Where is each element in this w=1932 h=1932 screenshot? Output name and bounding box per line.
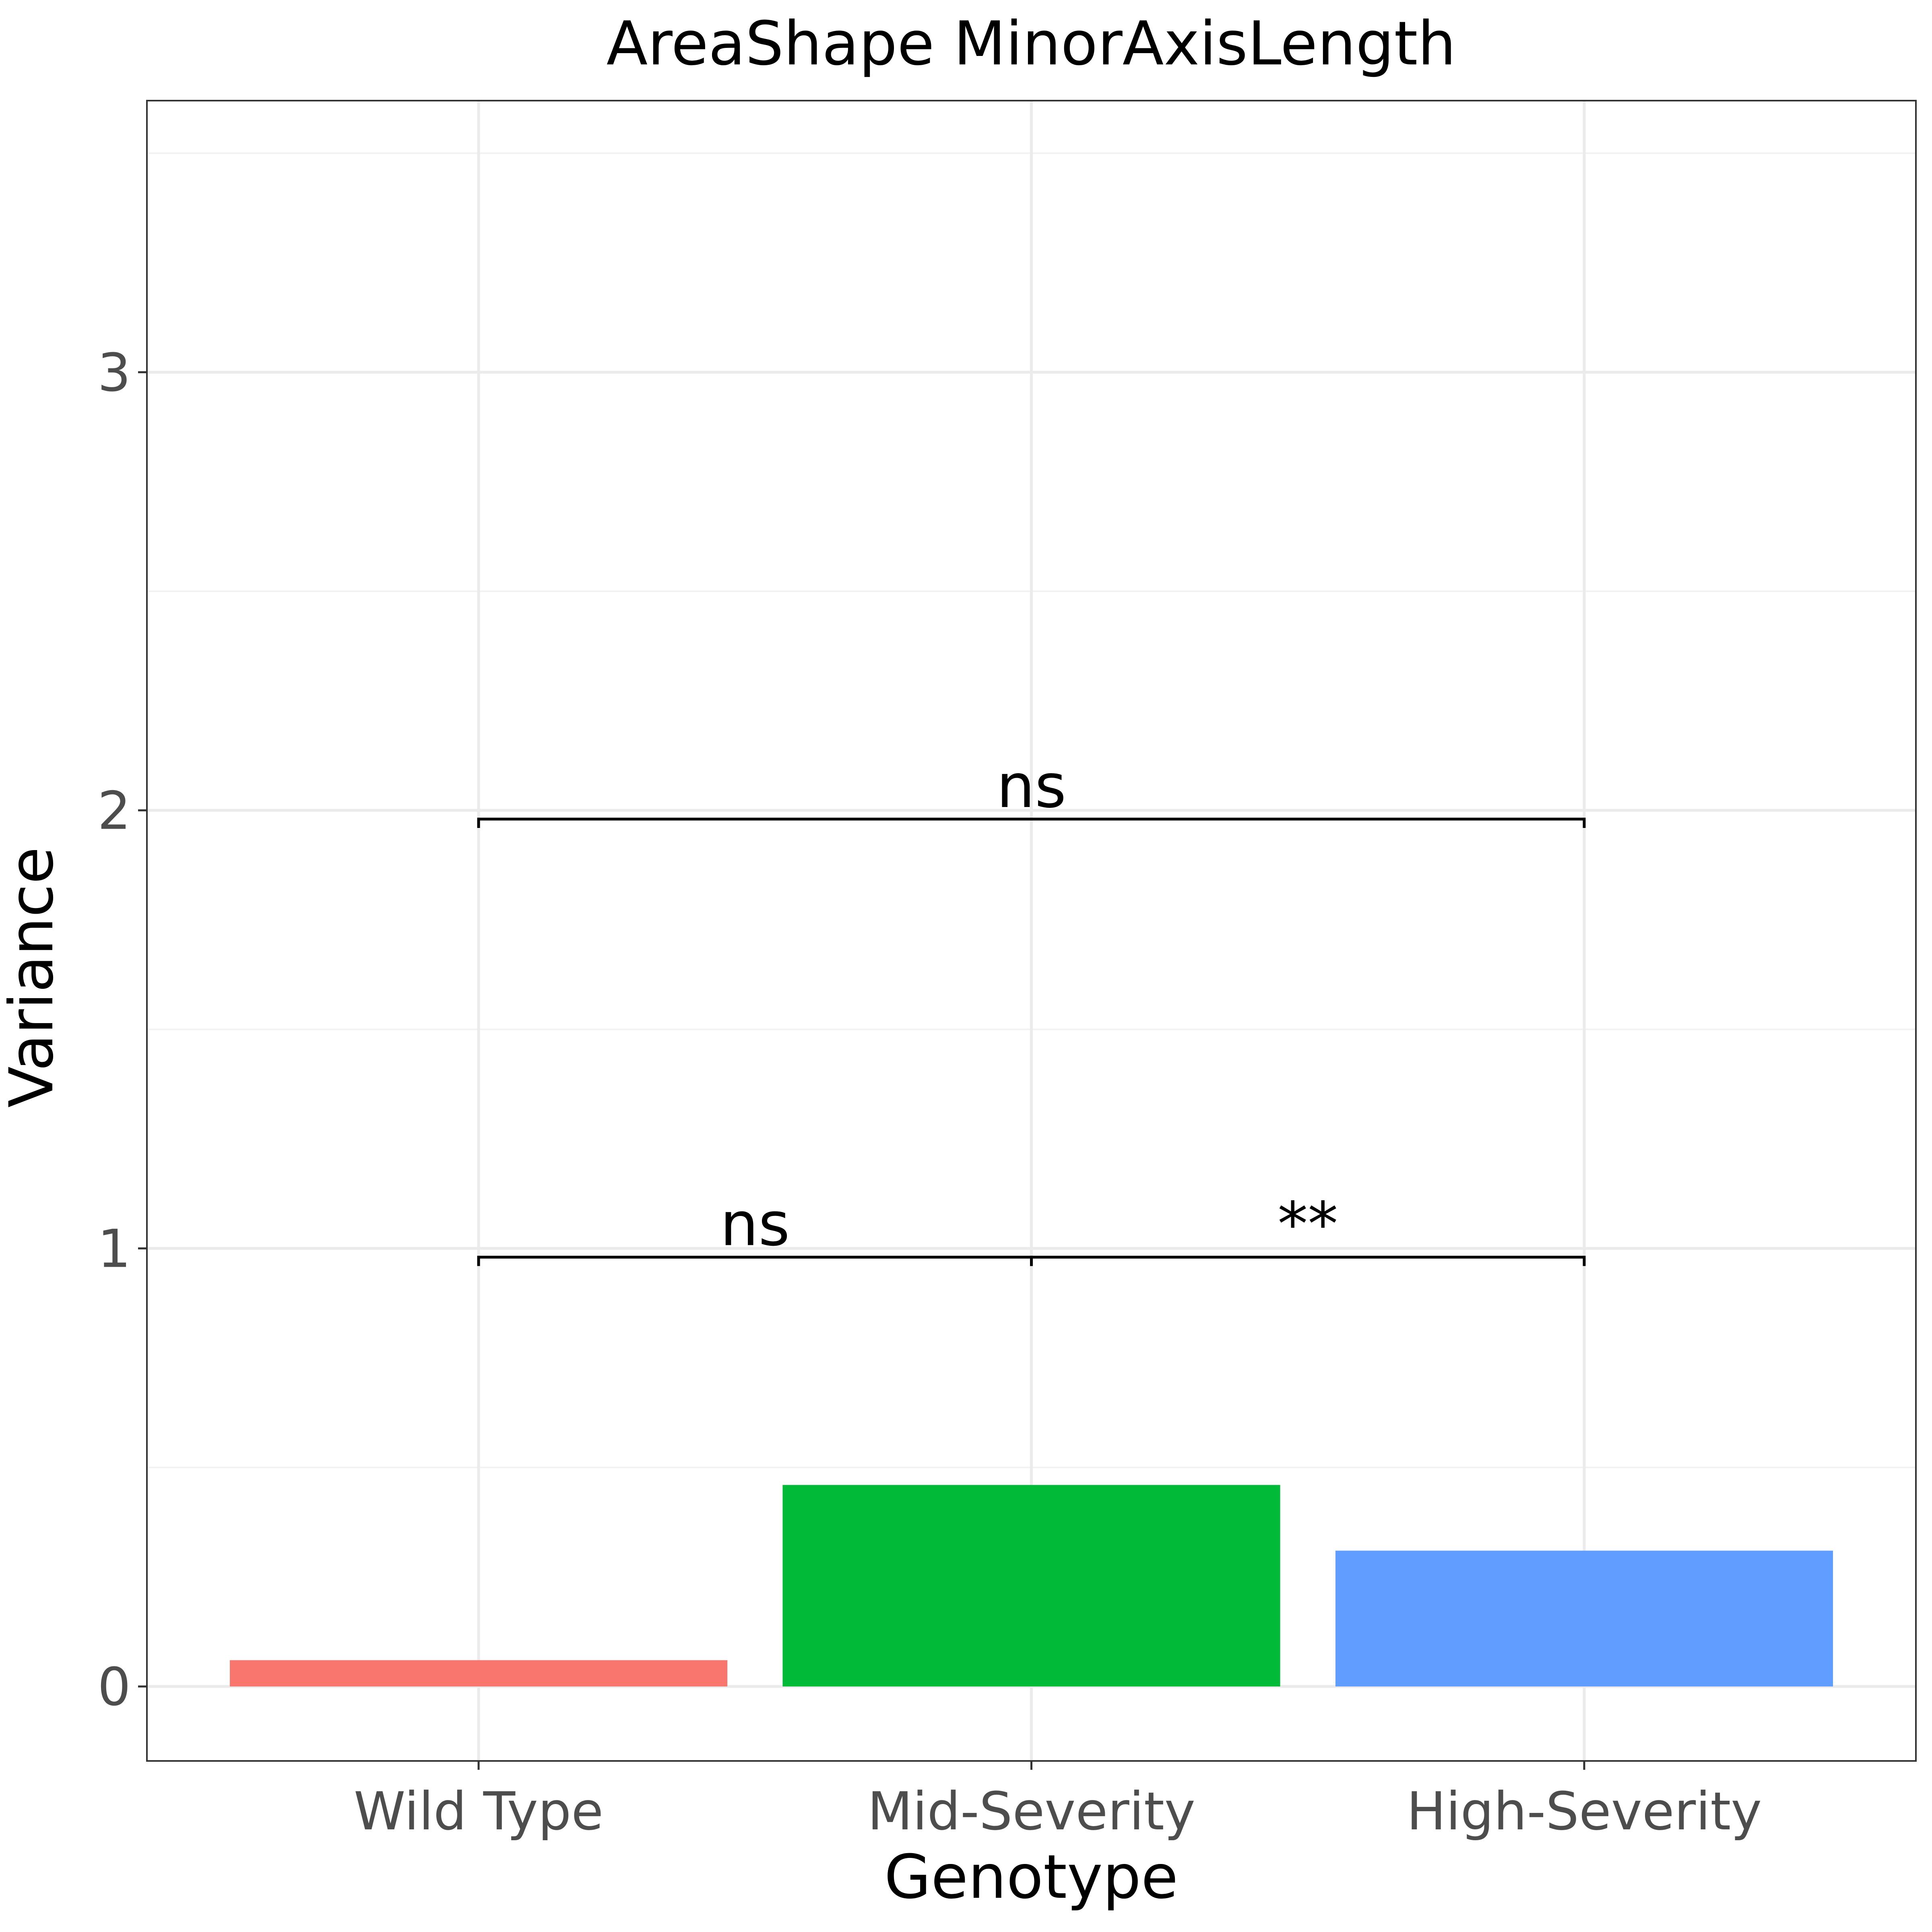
x-tick-label: Wild Type (354, 1781, 603, 1842)
chart-title: AreaShape MinorAxisLength (607, 9, 1456, 79)
significance-bracket (477, 817, 1586, 828)
significance-annotations: ns ** ns (477, 751, 1586, 1266)
x-axis-title: Genotype (884, 1842, 1178, 1912)
axes: 0 1 2 3 Wild Type Mid-Severity High-Severity (97, 342, 1762, 1842)
y-tick-label: 3 (97, 342, 131, 403)
x-tick-label: High-Severity (1407, 1781, 1762, 1842)
significance-bracket (1030, 1255, 1586, 1266)
y-tick-label: 1 (97, 1218, 131, 1280)
bar-mid-severity (782, 1485, 1280, 1686)
x-tick-label: Mid-Severity (867, 1781, 1195, 1842)
y-tick-label: 2 (97, 780, 131, 841)
bar-wild-type (230, 1660, 728, 1686)
significance-label: ** (1278, 1189, 1338, 1259)
significance-label: ns (720, 1189, 790, 1259)
y-axis-title: Variance (0, 847, 67, 1108)
y-tick-label: 0 (97, 1656, 131, 1717)
bar-high-severity (1335, 1550, 1833, 1686)
significance-label: ns (997, 751, 1066, 822)
bars (230, 1485, 1833, 1686)
